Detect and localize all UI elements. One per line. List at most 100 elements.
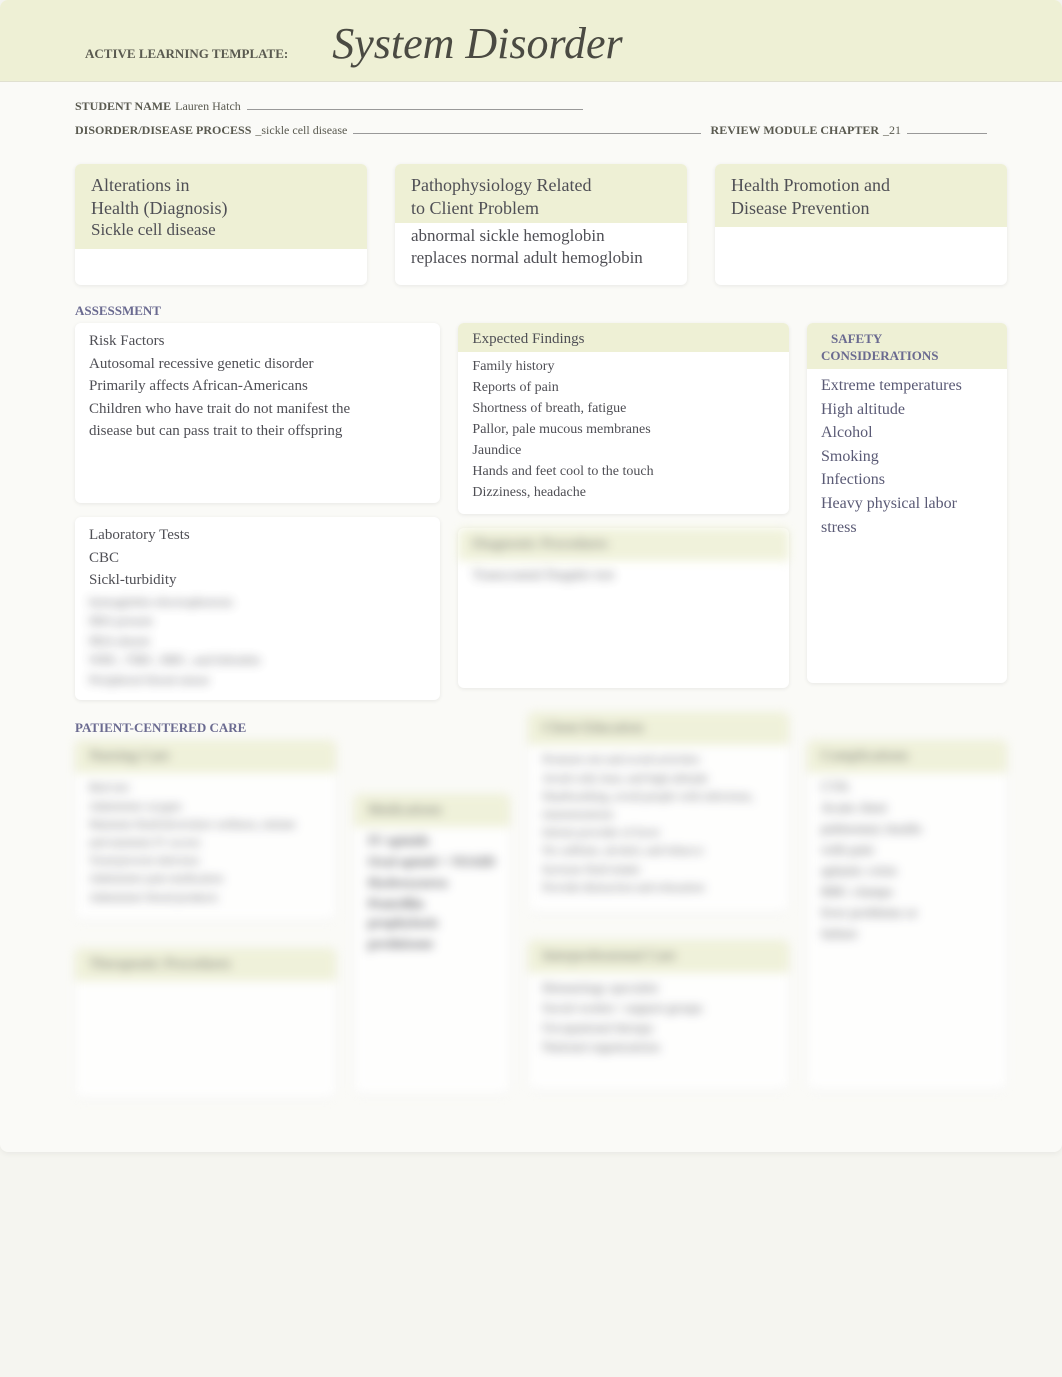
complications-box: Complications CVA Acute chest pulmonary … (807, 740, 1007, 1090)
line: Extreme temperatures (821, 375, 993, 397)
patho-header: Pathophysiology Related to Client Proble… (395, 164, 687, 223)
alterations-header: Alterations in Health (Diagnosis) Sickle… (75, 164, 367, 249)
diagnostic-box: Diagnostic Procedures Transcranial Doppl… (458, 528, 789, 688)
safety-head: SAFETY CONSIDERATIONS (807, 323, 1007, 369)
line: No caffeine, alcohol, and tobacco (542, 842, 775, 858)
line: disease but can pass trait to their offs… (89, 421, 426, 441)
line: prednisone (368, 936, 496, 955)
line: Hands and feet cool to the touch (472, 463, 775, 482)
pcc-row: Nursing Care Bed rest Administer oxygen … (75, 740, 1007, 1112)
lab-title: Laboratory Tests (89, 527, 426, 544)
line: Social worker / support groups (542, 999, 775, 1017)
line: Health (Diagnosis) (91, 197, 351, 220)
line: Handwashing, avoid people with infection… (542, 788, 775, 804)
line: Avoid cold, heat, and high altitude (542, 770, 775, 786)
line: replaces normal adult hemoglobin (411, 247, 671, 269)
blurred-content: hemoglobin electrophoresis HbS present H… (89, 593, 426, 689)
line: WBC, TIBC, RBC, and bilirubin (89, 651, 426, 669)
complications-text: CVA Acute chest pulmonary insults with p… (821, 779, 993, 944)
line: to Client Problem (411, 197, 671, 220)
expected-text: Family history Reports of pain Shortness… (472, 358, 775, 502)
therapeutic-box: Therapeutic Procedures (75, 948, 336, 1098)
expected-title: Expected Findings (472, 331, 775, 348)
diag-title: Diagnostic Procedures (458, 528, 789, 561)
promotion-card: Health Promotion and Disease Prevention (715, 164, 1007, 285)
client-ed-text: Promote rest and avoid activities Avoid … (542, 751, 775, 895)
interpro-text: Hematology specialist Social worker / su… (542, 979, 775, 1055)
safety-label-2: CONSIDERATIONS (821, 348, 993, 365)
disorder-label: DISORDER/DISEASE PROCESS (75, 123, 251, 138)
line: HbS present (89, 612, 426, 630)
line: and maintain IV access (89, 834, 322, 850)
pcc-col-3: Client Education Promote rest and avoid … (528, 740, 789, 1112)
therapeutic-title: Therapeutic Procedures (75, 948, 336, 981)
assess-right-col: SAFETY CONSIDERATIONS Extreme temperatur… (807, 323, 1007, 714)
diag-text: Transcranial Doppler test (472, 567, 775, 586)
header-banner: ACTIVE LEARNING TEMPLATE: System Disorde… (0, 0, 1062, 82)
chapter-value: _21 (883, 123, 901, 138)
line: hemoglobin electrophoresis (89, 593, 426, 611)
line: RBC clumps (821, 884, 993, 903)
line: Heavy physical labor (821, 493, 993, 515)
nursing-care-box: Nursing Care Bed rest Administer oxygen … (75, 740, 336, 920)
line: failure (821, 926, 993, 945)
student-row: STUDENT NAME Lauren Hatch (75, 98, 987, 114)
lab-tests-box: Laboratory Tests CBC Sickl-turbidity hem… (75, 517, 440, 700)
meta-block: STUDENT NAME Lauren Hatch DISORDER/DISEA… (0, 82, 1062, 154)
line: pulmonary insults (821, 821, 993, 840)
line: Peripheral blood smear (89, 671, 426, 689)
line: Disease Prevention (731, 197, 991, 220)
line: aplastic crisis (821, 863, 993, 882)
page: ACTIVE LEARNING TEMPLATE: System Disorde… (0, 0, 1062, 1152)
safety-list: Extreme temperatures High altitude Alcoh… (821, 375, 993, 538)
line: Hematology specialist (542, 979, 775, 997)
lab-text: CBC Sickl-turbidity hemoglobin electroph… (89, 548, 426, 688)
template-label: ACTIVE LEARNING TEMPLATE: (85, 46, 288, 62)
line: liver problems or (821, 905, 993, 924)
line: National organizations (542, 1038, 775, 1056)
line: CVA (821, 779, 993, 798)
assessment-row: Risk Factors Autosomal recessive genetic… (75, 323, 1007, 714)
line: Smoking (821, 446, 993, 468)
line: Penicillin prophylaxis (368, 896, 496, 934)
line: IV opioids (368, 833, 496, 852)
line: Dizziness, headache (472, 484, 775, 503)
line: Oral opioid + NSAID (368, 854, 496, 873)
client-education-box: Client Education Promote rest and avoid … (528, 712, 789, 912)
content: Alterations in Health (Diagnosis) Sickle… (0, 154, 1062, 1152)
assess-mid-col: Expected Findings Family history Reports… (458, 323, 789, 714)
line: Health Promotion and (731, 174, 991, 197)
medications-box: Medications IV opioids Oral opioid + NSA… (354, 794, 510, 1094)
line: Transcranial Doppler test (472, 567, 775, 586)
line: Occupational therapy (542, 1019, 775, 1037)
line: Autosomal recessive genetic disorder (89, 354, 426, 374)
line: abnormal sickle hemoglobin (411, 225, 671, 247)
nursing-text: Bed rest Administer oxygen Maintain flui… (89, 779, 322, 904)
line: Administer oxygen (89, 798, 322, 814)
interprofessional-box: Interprofessional Care Hematology specia… (528, 940, 789, 1090)
underline (353, 122, 700, 134)
alterations-card: Alterations in Health (Diagnosis) Sickle… (75, 164, 367, 285)
expected-findings-box: Expected Findings Family history Reports… (458, 323, 789, 514)
safety-label-1: SAFETY (821, 331, 993, 348)
line: Sickl-turbidity (89, 570, 426, 590)
line: with pain (821, 842, 993, 861)
pcc-col-1: Nursing Care Bed rest Administer oxygen … (75, 740, 336, 1112)
line: Hydroxyurea (368, 875, 496, 894)
expected-head: Expected Findings (458, 323, 789, 352)
assess-left-col: Risk Factors Autosomal recessive genetic… (75, 323, 440, 714)
line: Pallor, pale mucous membranes (472, 421, 775, 440)
disorder-value: _sickle cell disease (255, 123, 347, 138)
line: High altitude (821, 399, 993, 421)
line: Children who have trait do not manifest … (89, 399, 426, 419)
line: Maintain fluid/electrolyte wellness, ini… (89, 816, 322, 832)
risk-factors-box: Risk Factors Autosomal recessive genetic… (75, 323, 440, 503)
line: stress (821, 517, 993, 539)
pcc-col-4: Complications CVA Acute chest pulmonary … (807, 740, 1007, 1112)
pcc-col-2: Medications IV opioids Oral opioid + NSA… (354, 740, 510, 1112)
underline (247, 98, 583, 110)
line: Primarily affects African-Americans (89, 376, 426, 396)
assessment-label: ASSESSMENT (75, 303, 1007, 319)
interpro-title: Interprofessional Care (528, 940, 789, 973)
line: Administer blood products (89, 889, 322, 905)
